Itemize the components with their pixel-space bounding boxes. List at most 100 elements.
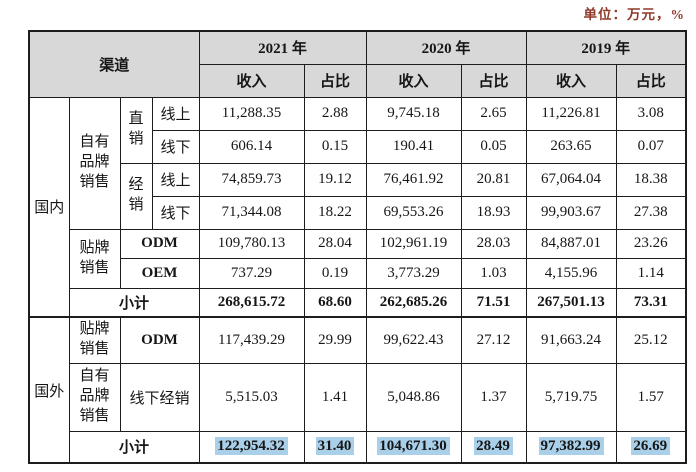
cell-r3-v2: 69,553.26 [365,195,462,230]
cell-r6-v3: 71.51 [460,287,527,318]
cell-r9-v1: 31.40 [303,430,367,464]
table-row: 线下 606.14 0.15 190.41 0.05 263.65 0.07 [29,129,687,164]
cell-r4-v2: 102,961.19 [365,228,462,259]
cell-r0-v4: 11,226.81 [525,96,617,131]
cell-r3-v4: 99,903.67 [525,195,617,230]
label-group-own-brand-overseas: 自有品牌销售 [68,362,121,432]
cell-r5-v4: 4,155.96 [525,257,617,289]
subheader-revenue-2021: 收入 [198,63,305,98]
revenue-by-channel-table: 渠道 2021 年 2020 年 2019 年 收入 占比 收入 占比 收入 占… [28,30,688,464]
cell-r4-v3: 28.03 [460,228,527,259]
label-region-domestic: 国内 [28,96,70,318]
cell-r0-v5: 3.08 [615,96,687,131]
cell-r6-v2: 262,685.26 [365,287,462,318]
table-row: 国内 自有品牌销售 直销 线上 11,288.35 2.88 9,745.18 … [28,96,687,318]
channel-header-cell: 渠道 [28,30,200,98]
cell-r4-v0: 109,780.13 [198,228,305,259]
label-group-oem-brand: 贴牌销售 [68,228,121,289]
cell-r8-v3: 1.37 [460,362,527,432]
table-row: 贴牌销售 ODM 109,780.13 28.04 102,961.19 28.… [29,228,687,289]
label-sub-direct-text: 直销 [128,111,144,147]
cell-r4-v5: 23.26 [615,228,687,259]
cell-r7-v1: 29.99 [303,316,367,364]
year-header-2020: 2020 年 [365,30,527,65]
cell-r7-v4: 91,663.24 [525,316,617,364]
cell-r7-v5: 25.12 [615,316,687,364]
label-sub-direct: 直销 [119,96,153,164]
cell-r5-v0: 737.29 [198,257,305,289]
cell-r9-v5: 26.69 [615,430,687,464]
label-channel-odm-overseas: ODM [119,316,200,364]
label-channel-offline-distribution: 线下经销 [119,362,200,432]
cell-r6-v1: 68.60 [303,287,367,318]
cell-r9-v3: 28.49 [460,430,527,464]
cell-r1-v3: 0.05 [460,129,527,164]
cell-r3-v0: 71,344.08 [198,195,305,230]
cell-r7-v3: 27.12 [460,316,527,364]
cell-r8-v2: 5,048.86 [365,362,462,432]
cell-r1-v5: 0.07 [615,129,687,164]
table-row: OEM 737.29 0.19 3,773.29 1.03 4,155.96 1… [29,257,687,289]
cell-r9-v4: 97,382.99 [525,430,617,464]
highlighted-value: 122,954.32 [215,437,288,456]
cell-r1-v2: 190.41 [365,129,462,164]
cell-r3-v5: 27.38 [615,195,687,230]
cell-r0-v1: 2.88 [303,96,367,131]
cell-r0-v3: 2.65 [460,96,527,131]
cell-r6-v0: 268,615.72 [198,287,305,318]
cell-r2-v0: 74,859.73 [198,162,305,197]
cell-r1-v4: 263.65 [525,129,617,164]
highlighted-value: 104,671.30 [377,437,450,456]
label-channel-oem: OEM [119,257,200,289]
cell-r2-v3: 20.81 [460,162,527,197]
label-channel-online: 线上 [151,162,200,197]
cell-r5-v2: 3,773.29 [365,257,462,289]
cell-r2-v2: 76,461.92 [365,162,462,197]
cell-r0-v2: 9,745.18 [365,96,462,131]
highlighted-value: 26.69 [631,437,671,456]
subheader-share-2020: 占比 [460,63,527,98]
highlighted-value: 31.40 [315,437,355,456]
label-sub-distribution: 经销 [119,162,153,230]
subheader-revenue-2020: 收入 [365,63,462,98]
cell-r1-v0: 606.14 [198,129,305,164]
label-channel-offline: 线下 [151,195,200,230]
cell-r2-v4: 67,064.04 [525,162,617,197]
table-row: 国外 贴牌销售 ODM 117,439.29 29.99 99,622.43 2… [28,316,687,464]
cell-r5-v5: 1.14 [615,257,687,289]
cell-r2-v5: 18.38 [615,162,687,197]
label-channel-odm: ODM [119,228,200,259]
cell-r2-v1: 19.12 [303,162,367,197]
cell-r9-v0: 122,954.32 [198,430,305,464]
cell-r5-v3: 1.03 [460,257,527,289]
cell-r3-v1: 18.22 [303,195,367,230]
subheader-revenue-2019: 收入 [525,63,617,98]
cell-r7-v2: 99,622.43 [365,316,462,364]
unit-label: 单位：万元，% [583,7,685,22]
cell-r8-v4: 5,719.75 [525,362,617,432]
table-row: 经销 线上 74,859.73 19.12 76,461.92 20.81 67… [29,162,687,230]
subheader-share-2021: 占比 [303,63,367,98]
cell-r1-v1: 0.15 [303,129,367,164]
cell-r4-v1: 28.04 [303,228,367,259]
label-group-own-brand-overseas-text: 自有品牌销售 [79,368,110,424]
header-row-years: 渠道 2021 年 2020 年 2019 年 [28,30,687,98]
year-header-2019: 2019 年 [525,30,687,65]
subheader-share-2019: 占比 [615,63,687,98]
label-subtotal-domestic: 小计 [68,287,200,318]
label-group-oem-brand-overseas: 贴牌销售 [68,316,121,364]
header-row-metrics: 收入 占比 收入 占比 收入 占比 [29,63,687,98]
label-channel-online: 线上 [151,96,200,131]
label-group-oem-brand-text: 贴牌销售 [79,239,110,276]
cell-r9-v2: 104,671.30 [365,430,462,464]
year-header-2021: 2021 年 [198,30,367,65]
highlighted-value: 97,382.99 [538,437,604,456]
table-row: 线下 71,344.08 18.22 69,553.26 18.93 99,90… [29,195,687,230]
cell-r8-v5: 1.57 [615,362,687,432]
label-channel-offline: 线下 [151,129,200,164]
cell-r4-v4: 84,887.01 [525,228,617,259]
cell-r0-v0: 11,288.35 [198,96,305,131]
cell-r3-v3: 18.93 [460,195,527,230]
table-row: 自有品牌销售 线下经销 5,515.03 1.41 5,048.86 1.37 … [29,362,687,432]
